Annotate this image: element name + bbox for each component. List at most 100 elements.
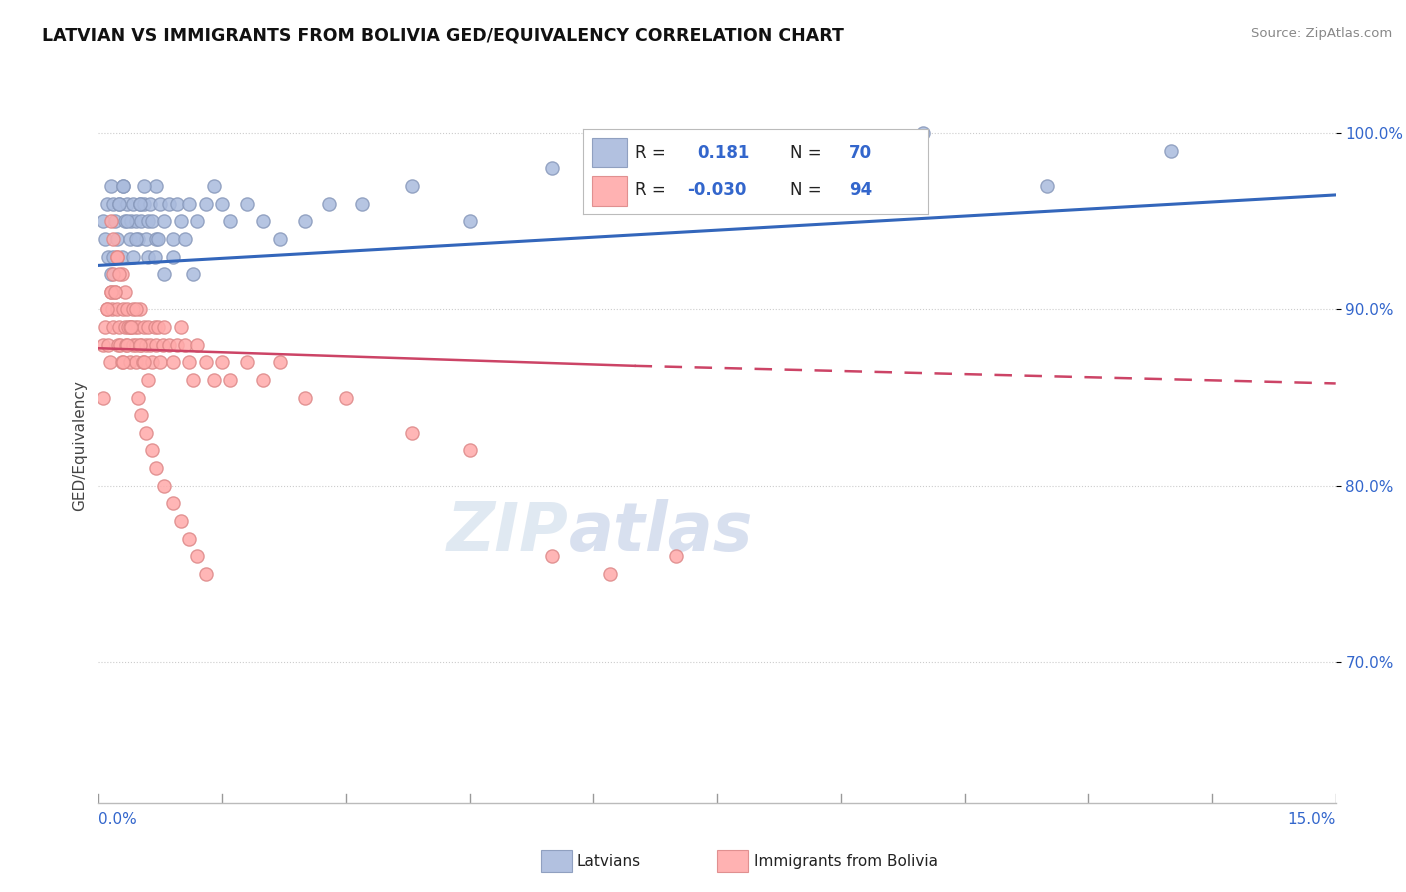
Point [127,232,149,246]
Point [145,232,167,246]
Point [104,214,127,228]
Point [179,532,201,546]
Point [665,549,688,563]
Point [117,320,139,334]
Point [1160,144,1182,158]
Text: 0.0%: 0.0% [98,812,138,827]
Point [162,232,184,246]
Point [236,196,259,211]
Bar [592,138,627,168]
Point [122,337,145,351]
Point [103,232,125,246]
Point [112,179,135,194]
Point [153,478,176,492]
Point [135,425,157,440]
Point [149,355,172,369]
Point [211,196,233,211]
Point [108,337,131,351]
Point [108,196,131,211]
Point [124,355,146,369]
Point [166,196,188,211]
Point [136,373,159,387]
Point [127,320,149,334]
Text: 94: 94 [849,181,872,199]
Point [912,126,935,140]
Point [294,214,316,228]
Point [91,214,114,228]
Point [124,320,146,334]
Text: 70: 70 [849,145,872,162]
Point [114,320,136,334]
Text: -0.030: -0.030 [688,181,747,199]
Point [269,232,291,246]
Point [153,320,176,334]
Text: 0.181: 0.181 [697,145,749,162]
Point [120,214,142,228]
Point [149,196,172,211]
Point [117,337,139,351]
Point [202,373,225,387]
Point [157,196,180,211]
Point [170,514,193,528]
Point [135,232,157,246]
Point [96,302,118,317]
Point [117,196,139,211]
Point [127,391,149,405]
Point [132,179,155,194]
Point [105,250,128,264]
Point [219,214,242,228]
Point [131,337,153,351]
Point [132,355,155,369]
Point [352,196,374,211]
Point [152,337,174,351]
Point [100,285,122,299]
Point [145,179,167,194]
Point [108,196,131,211]
Point [93,391,115,405]
Point [128,337,150,351]
Point [98,355,121,369]
Point [335,391,357,405]
Point [1036,179,1059,194]
Text: Source: ZipAtlas.com: Source: ZipAtlas.com [1251,27,1392,40]
Point [294,391,316,405]
Y-axis label: GED/Equivalency: GED/Equivalency [72,381,87,511]
Point [146,232,169,246]
Point [100,179,122,194]
Point [103,250,125,264]
Point [110,267,132,281]
Text: R =: R = [636,181,666,199]
Point [132,355,155,369]
Point [157,337,180,351]
Point [401,179,423,194]
Point [145,337,167,351]
Point [202,179,225,194]
Text: Latvians: Latvians [576,855,641,869]
Point [125,337,148,351]
Point [143,320,166,334]
Point [97,250,120,264]
Point [122,196,145,211]
Point [131,214,153,228]
Point [100,214,122,228]
Point [458,443,481,458]
Point [162,355,184,369]
Point [128,302,150,317]
Point [181,267,204,281]
Point [120,320,142,334]
Point [100,285,122,299]
Point [194,355,217,369]
Point [96,302,118,317]
Point [219,373,242,387]
Point [181,373,204,387]
Point [132,320,155,334]
Point [103,320,125,334]
Point [117,302,139,317]
Point [252,373,274,387]
Point [170,214,193,228]
Point [94,320,117,334]
Point [541,161,564,176]
Point [145,461,167,475]
Point [141,355,163,369]
Point [458,214,481,228]
